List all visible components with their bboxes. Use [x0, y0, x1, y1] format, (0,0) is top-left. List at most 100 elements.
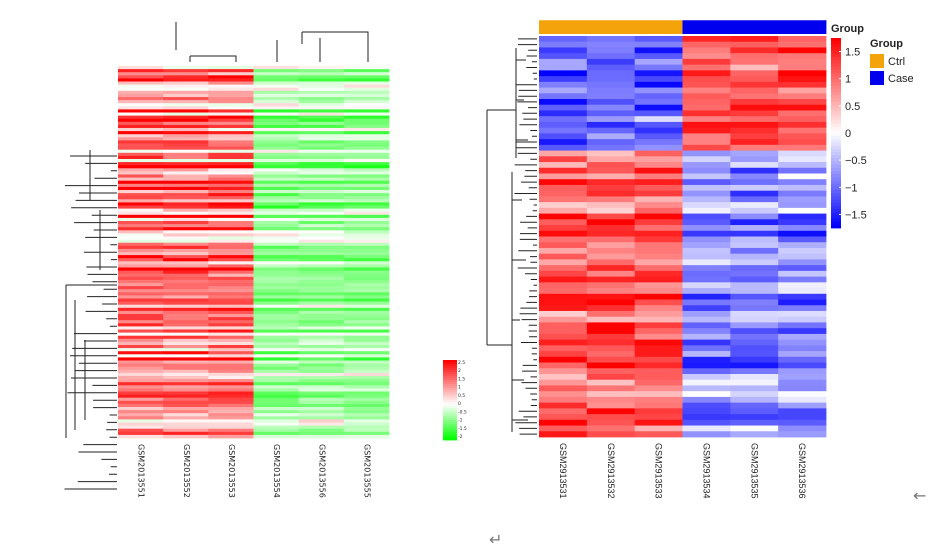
left-heatmap-cell: [253, 146, 300, 151]
left-heatmap-cell: [343, 345, 390, 349]
left-heatmap-cell: [163, 261, 209, 265]
left-heatmap-cell: [118, 143, 164, 147]
left-heatmap-cell: [208, 407, 254, 411]
right-heatmap-cell: [730, 225, 779, 232]
right-heatmap-cell: [586, 345, 636, 352]
right-heatmap-cell: [730, 150, 779, 157]
right-heatmap-cell: [586, 87, 636, 94]
left-heatmap-cell: [208, 239, 254, 244]
right-heatmap-cell: [539, 408, 588, 415]
left-heatmap-cell: [163, 112, 209, 116]
right-heatmap-cell: [682, 70, 731, 77]
right-heatmap-cell: [634, 259, 683, 266]
right-heatmap-cell: [539, 333, 588, 341]
left-heatmap-cell: [253, 270, 300, 275]
left-heatmap-cell: [118, 394, 164, 399]
right-heatmap-cell: [586, 288, 636, 295]
left-heatmap-cell: [343, 224, 390, 228]
left-heatmap-cell: [253, 283, 300, 287]
left-heatmap-cell: [118, 134, 164, 138]
right-heatmap-cell: [634, 58, 683, 66]
left-heatmap-cell: [118, 345, 164, 349]
colorbar-swatch: [831, 186, 841, 191]
left-heatmap-cell: [118, 289, 164, 293]
left-heatmap-cell: [298, 379, 345, 383]
arrow-left-icon: ←: [913, 486, 927, 505]
left-heatmap-cell: [208, 366, 254, 371]
left-heatmap-cell: [208, 137, 254, 141]
right-heatmap-cell: [539, 64, 588, 71]
right-heatmap-cell: [682, 362, 731, 369]
left-heatmap-cell: [208, 286, 254, 290]
left-heatmap-cell: [208, 171, 254, 175]
left-heatmap-cell: [343, 407, 390, 411]
right-heatmap-cell: [539, 242, 588, 249]
left-heatmap-cell: [118, 208, 164, 213]
right-heatmap-cell: [682, 333, 731, 341]
left-heatmap-cell: [118, 379, 164, 383]
left-heatmap-cell: [253, 248, 300, 253]
right-heatmap-cell: [730, 305, 779, 312]
left-heatmap-cell: [298, 434, 345, 439]
left-heatmap-cell: [343, 75, 390, 79]
left-heatmap-cell: [253, 171, 300, 175]
right-heatmap-cell: [586, 139, 636, 146]
colorbar-swatch: [831, 142, 841, 147]
left-heatmap-cell: [208, 183, 254, 188]
right-heatmap-cell: [730, 139, 779, 146]
right-heatmap-cell: [682, 316, 731, 323]
left-heatmap-cell: [208, 69, 254, 73]
left-heatmap-cell: [208, 202, 254, 206]
left-heatmap-cell: [298, 400, 345, 405]
left-legend-swatch: [443, 388, 457, 391]
left-heatmap-cell: [253, 273, 300, 278]
left-heatmap-cell: [208, 425, 254, 430]
left-heatmap-cell: [163, 332, 209, 337]
right-heatmap-cell: [682, 351, 731, 358]
left-heatmap-cell: [118, 326, 164, 330]
right-heatmap-cell: [682, 276, 731, 283]
left-heatmap-cell: [253, 183, 300, 188]
right-heatmap-cell: [778, 270, 827, 277]
right-heatmap-cell: [586, 236, 636, 243]
left-heatmap-cell: [253, 348, 300, 352]
right-sample-label: GSM2913533: [654, 443, 664, 499]
left-heatmap-cell: [253, 131, 300, 135]
left-heatmap-cell: [163, 180, 209, 185]
left-heatmap-cell: [298, 186, 345, 191]
left-heatmap-cell: [298, 159, 345, 163]
left-heatmap-cell: [298, 143, 345, 147]
left-heatmap-cell: [343, 211, 390, 216]
left-heatmap-cell: [118, 428, 164, 433]
left-heatmap-cell: [343, 335, 390, 340]
left-heatmap-cell: [298, 397, 345, 402]
left-heatmap-cell: [208, 431, 254, 436]
right-heatmap-cell: [682, 414, 731, 421]
left-heatmap-cell: [163, 106, 209, 110]
right-heatmap-cell: [539, 99, 588, 106]
left-heatmap-cell: [343, 338, 390, 343]
left-heatmap-cell: [118, 292, 164, 296]
left-heatmap-cell: [253, 434, 300, 439]
colorbar-swatch: [831, 63, 841, 67]
left-heatmap-cell: [208, 224, 254, 228]
left-heatmap-cell: [343, 66, 390, 70]
right-heatmap-cell: [730, 385, 779, 392]
right-heatmap-cell: [586, 282, 636, 289]
left-heatmap-cell: [208, 372, 254, 377]
left-heatmap-cell: [163, 372, 209, 377]
right-heatmap-cell: [730, 259, 779, 266]
right-heatmap-cell: [730, 253, 779, 260]
right-heatmap-cell: [682, 133, 731, 140]
left-heatmap-cell: [298, 208, 345, 213]
left-heatmap-cell: [118, 69, 164, 73]
right-heatmap-cell: [682, 236, 731, 243]
left-heatmap-cell: [118, 258, 164, 262]
right-heatmap-cell: [778, 414, 827, 421]
left-heatmap-cell: [253, 208, 300, 213]
right-heatmap-cell: [634, 391, 683, 398]
right-heatmap-cell: [730, 282, 779, 289]
right-heatmap-cell: [586, 293, 636, 300]
colorbar-swatch: [831, 133, 841, 137]
right-heatmap-cell: [730, 41, 779, 48]
